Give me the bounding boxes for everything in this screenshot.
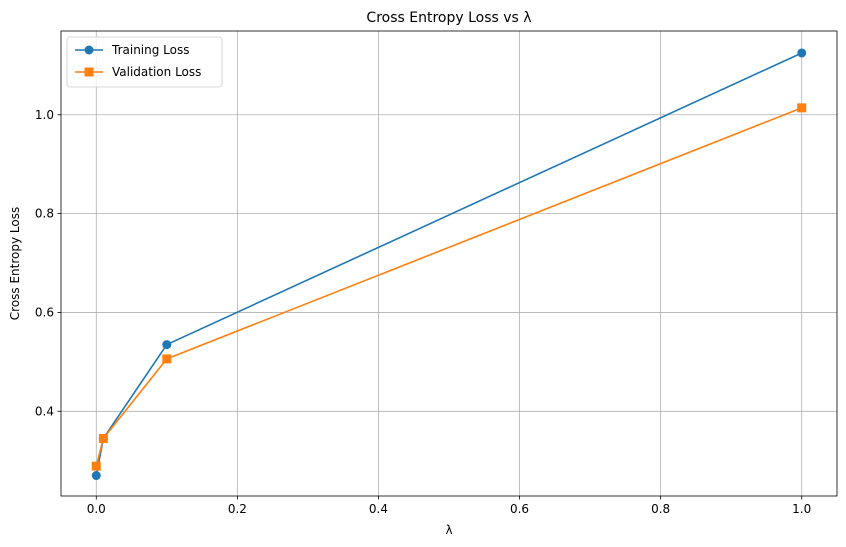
series-line <box>95 107 803 467</box>
data-point <box>797 48 807 58</box>
x-tick-label: 0.2 <box>228 502 247 516</box>
ticks: 0.0 0.2 0.4 0.6 0.8 1.0 0.4 0.6 0.8 1.0 <box>35 108 811 516</box>
y-axis-label: Cross Entropy Loss <box>8 207 22 320</box>
data-point <box>797 103 807 113</box>
chart-title: Cross Entropy Loss vs λ <box>366 10 531 26</box>
series-training-loss <box>91 48 807 481</box>
x-tick-label: 0.0 <box>87 502 106 516</box>
x-tick-label: 1.0 <box>792 502 811 516</box>
data-point <box>98 433 108 443</box>
data-point <box>91 471 101 481</box>
x-tick-label: 0.4 <box>369 502 388 516</box>
y-tick-label: 0.4 <box>35 404 54 418</box>
legend-label: Validation Loss <box>112 65 201 79</box>
y-tick-label: 0.8 <box>35 207 54 221</box>
legend-item: Validation Loss <box>75 65 201 79</box>
series-validation-loss <box>91 103 807 471</box>
legend-marker <box>84 45 94 55</box>
legend: Training Loss Validation Loss <box>66 36 223 88</box>
data-point <box>162 354 172 364</box>
series-layer <box>91 48 807 481</box>
x-tick-label: 0.8 <box>651 502 670 516</box>
x-tick-label: 0.6 <box>510 502 529 516</box>
series-line <box>95 52 803 476</box>
data-point <box>162 340 172 350</box>
y-tick-label: 0.6 <box>35 305 54 319</box>
y-tick-label: 1.0 <box>35 108 54 122</box>
legend-frame <box>66 36 223 88</box>
legend-marker <box>84 67 94 77</box>
plot-frame <box>60 30 838 497</box>
x-axis-label: λ <box>445 523 452 537</box>
legend-item: Training Loss <box>75 43 189 57</box>
data-point <box>91 461 101 471</box>
grid <box>61 31 837 496</box>
legend-label: Training Loss <box>111 43 189 57</box>
